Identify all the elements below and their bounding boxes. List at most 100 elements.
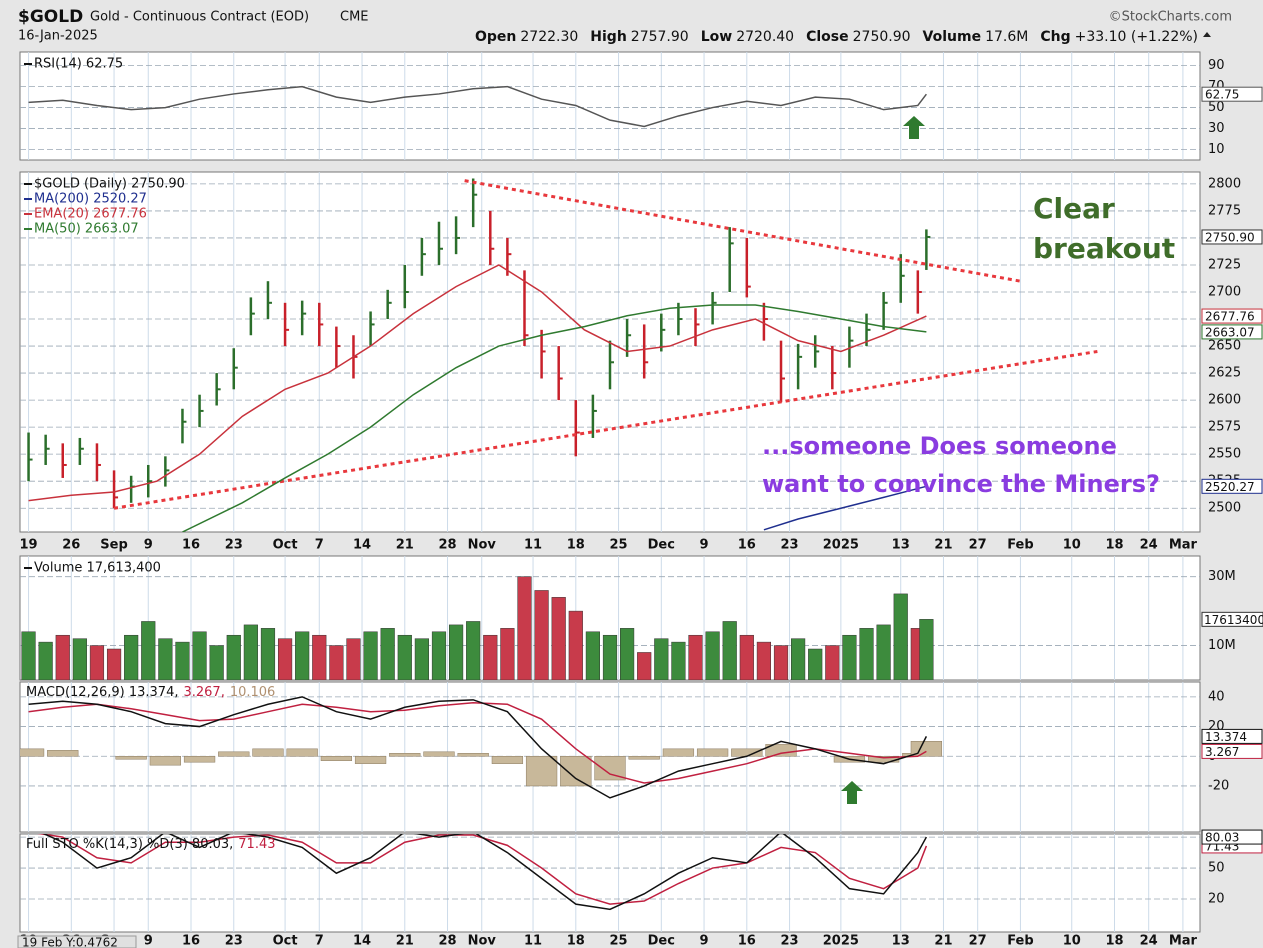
last-value-box [1201,743,1263,759]
x-tick-label: Dec [648,538,675,553]
legend-entry: RSI(14) 62.75 [34,57,123,72]
plot-area [20,556,1200,680]
last-value-box [1201,86,1263,102]
histogram-bar [286,748,318,757]
histogram-bar [218,751,250,757]
histogram-bar [389,753,421,757]
last-value-label: 62.75 [1205,88,1239,102]
y-tick-label: 2600 [1208,393,1241,408]
volume-bar [722,621,737,680]
last-value-label: 2750.90 [1205,230,1255,244]
volume-bar [637,652,652,680]
arrow [903,116,925,139]
arrow [841,781,863,804]
y-tick-label: -20 [1208,778,1229,793]
y-tick-label: 2775 [1208,203,1241,218]
x-tick-label: 21 [396,538,414,553]
last-value-label: 2677.76 [1205,310,1255,324]
volume-bar [825,645,840,680]
volume-bar [585,631,600,680]
volume-bar [21,631,36,680]
histogram-bar [525,756,558,787]
plot-area [20,682,1200,832]
y-tick-label: 2625 [1208,366,1241,381]
last-value-box [1201,308,1263,324]
x-tick-label: 10 [1063,538,1081,553]
volume-bar [534,590,549,680]
x-tick-label: 18 [1105,538,1123,553]
last-value-box [1201,229,1263,245]
volume-bar [226,634,241,680]
volume-bar [346,638,361,680]
volume-bar [517,576,532,680]
last-value-box [1201,478,1263,494]
last-value-box [1201,829,1263,845]
volume-bar [158,638,173,680]
volume-bar [859,628,874,680]
x-tick-label: Nov [468,934,497,948]
quote-label: Chg [1040,29,1070,45]
y-tick-label: 2575 [1208,420,1241,435]
y-tick-label: 20 [1208,891,1225,906]
last-value-label: 2663.07 [1205,325,1255,339]
x-tick-label: Oct [273,934,298,948]
last-value-label: 17613400 [1204,613,1263,627]
legend-entry: EMA(20) 2677.76 [34,207,147,222]
x-tick-label: Mar [1169,934,1198,948]
histogram-bar [252,748,284,757]
y-tick-label: 2700 [1208,285,1241,300]
legend-entry: 71.43 [238,837,275,852]
last-value-box [1201,611,1263,627]
histogram-bar [183,756,216,763]
volume-bar [688,634,703,680]
volume-bar [141,621,156,680]
series-line [28,264,927,502]
x-tick-label: 19 [20,538,38,553]
x-tick-label: 13 [892,538,910,553]
volume-bar [192,631,207,680]
panel [19,51,1201,161]
volume-bar [602,634,618,680]
volume-bar [808,648,823,680]
histogram-bar [47,750,79,757]
volume-bar [175,641,190,680]
x-tick-label: 14 [353,538,371,553]
x-tick-label: Oct [273,538,298,553]
legend-entry: Volume 17,613,400 [34,561,161,576]
histogram-bar [696,748,729,757]
trendline [113,349,1098,510]
volume-bar [124,634,139,680]
x-tick-label: 21 [934,538,952,553]
annotation: breakout [1033,232,1175,265]
symbol: $GOLD [18,7,83,27]
y-tick-label: 90 [1208,58,1225,73]
annotation: ...someone Does someone [762,432,1117,460]
x-tick-label: 23 [781,934,799,948]
trendline [464,179,1021,283]
x-tick-label: 18 [567,934,585,948]
x-tick-label: 23 [225,934,243,948]
x-tick-label: Nov [468,538,497,553]
volume-bar [739,634,754,680]
volume-bar [919,619,934,680]
y-tick-label: 30 [1208,121,1225,136]
date: 16-Jan-2025 [18,29,98,44]
volume-bar [483,634,498,680]
histogram-bar [491,756,524,764]
series-line [182,304,927,532]
y-tick-label: 10M [1208,638,1236,653]
volume-bar [209,645,224,680]
legend: Full STO %K(14,3) %D(3) 80.03, 71.43 [26,837,276,852]
volume-bar [260,628,276,680]
x-tick-label: 16 [182,934,200,948]
series-line [37,834,928,905]
x-tick-label: 16 [738,538,756,553]
x-tick-label: 26 [62,538,80,553]
y-tick-label: 30M [1208,569,1236,584]
volume-bar [312,634,327,680]
series-line [28,696,928,799]
last-value-box [1201,728,1263,744]
plot-area [20,52,1200,160]
